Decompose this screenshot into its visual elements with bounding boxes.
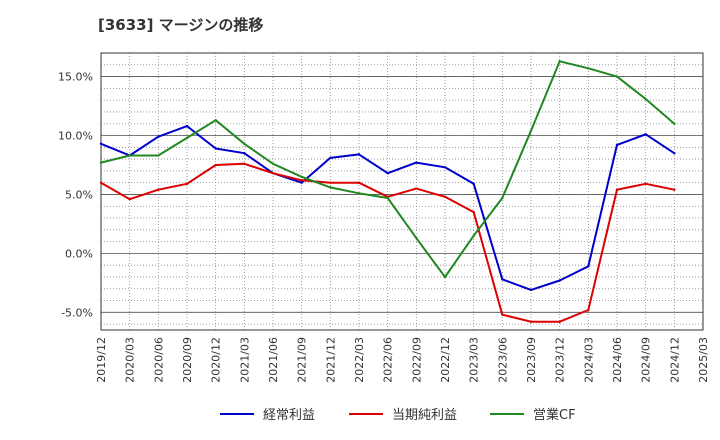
data-point [185, 136, 189, 140]
data-point [128, 197, 131, 201]
data-point [673, 151, 676, 155]
data-point [443, 275, 447, 279]
data-point [357, 181, 361, 184]
data-point [128, 154, 131, 157]
y-tick-label: 10.0% [58, 130, 93, 143]
data-point [329, 181, 332, 184]
data-point [443, 166, 447, 169]
data-point [587, 67, 590, 70]
y-tick-label: 15.0% [58, 71, 93, 84]
x-tick-label: 2024/03 [582, 337, 595, 383]
data-point [558, 60, 561, 63]
y-tick-label: 5.0% [65, 188, 93, 201]
data-point [644, 97, 647, 101]
data-point [615, 75, 619, 78]
x-tick-label: 2021/09 [296, 337, 309, 383]
data-point [415, 236, 418, 240]
data-point [529, 129, 533, 132]
data-point [157, 188, 160, 191]
data-point [587, 265, 590, 268]
x-tick-label: 2023/06 [496, 337, 509, 383]
x-tick-label: 2020/12 [210, 337, 223, 383]
legend-label-1: 当期純利益 [392, 408, 457, 423]
x-tick-label: 2024/12 [668, 337, 681, 383]
data-point [558, 279, 561, 282]
x-tick-label: 2023/12 [554, 337, 567, 383]
data-point [558, 320, 561, 323]
data-point [529, 288, 533, 292]
x-tick-label: 2020/03 [124, 337, 137, 383]
x-tick-label: 2021/12 [324, 337, 337, 383]
data-point [501, 196, 504, 200]
data-point [214, 163, 217, 167]
data-point [501, 278, 504, 281]
series-lines [99, 60, 676, 323]
data-point [329, 186, 332, 189]
x-tick-label: 2022/03 [353, 337, 366, 383]
x-tick-label: 2025/03 [697, 337, 710, 383]
legend-label-0: 経常利益 [263, 408, 315, 423]
data-point [415, 161, 418, 164]
data-point [99, 161, 103, 164]
x-tick-label: 2024/09 [640, 337, 653, 383]
data-point [99, 142, 103, 145]
data-point [615, 143, 619, 147]
y-tick-label: -5.0% [61, 306, 93, 319]
data-point [243, 162, 246, 165]
data-point [673, 122, 676, 125]
data-point [185, 182, 189, 186]
x-tick-label: 2022/12 [439, 337, 452, 383]
data-point [472, 210, 475, 214]
data-point [271, 172, 275, 175]
data-point [587, 308, 590, 312]
x-tick-label: 2020/06 [152, 337, 165, 383]
data-point [673, 188, 676, 191]
data-point [300, 181, 303, 184]
data-point [214, 147, 217, 150]
plot-border [100, 52, 704, 331]
data-point [185, 124, 189, 128]
data-point [501, 313, 504, 316]
data-point [644, 133, 647, 136]
data-point [271, 162, 275, 165]
x-tick-label: 2023/03 [468, 337, 481, 383]
x-tick-label: 2021/06 [267, 337, 280, 383]
x-tick-label: 2019/12 [95, 337, 108, 383]
x-tick-label: 2021/03 [238, 337, 251, 383]
data-point [99, 181, 103, 184]
data-point [329, 156, 332, 160]
legend: 経常利益 当期純利益 営業CF [220, 407, 576, 423]
axes: 15.0% 10.0% 5.0% 0.0% -5.0% 2019/12 2020/03 202… [58, 52, 710, 383]
data-point [157, 135, 160, 138]
data-point [443, 195, 447, 199]
x-tick-label: 2020/09 [181, 337, 194, 383]
y-tick-label: 0.0% [65, 247, 93, 260]
x-tick-label: 2022/06 [382, 337, 395, 383]
x-tick-label: 2022/09 [410, 337, 423, 383]
data-point [214, 118, 217, 122]
grid [100, 52, 704, 330]
data-point [615, 188, 619, 191]
data-point [243, 151, 246, 155]
data-point [472, 234, 475, 237]
data-point [157, 154, 160, 157]
data-point [300, 175, 303, 178]
data-point [386, 172, 389, 175]
x-tick-label: 2024/06 [611, 337, 624, 383]
data-point [300, 179, 303, 182]
legend-label-2: 営業CF [533, 407, 576, 423]
data-point [529, 320, 533, 323]
data-point [243, 142, 246, 145]
data-point [386, 196, 389, 200]
x-tick-label: 2023/09 [525, 337, 538, 383]
data-point [472, 182, 475, 186]
data-point [357, 153, 361, 156]
data-point [357, 192, 361, 195]
data-point [415, 187, 418, 190]
plot-area [101, 53, 703, 330]
data-point [644, 182, 647, 186]
chart-title: [3633] マージンの推移 [98, 16, 264, 34]
